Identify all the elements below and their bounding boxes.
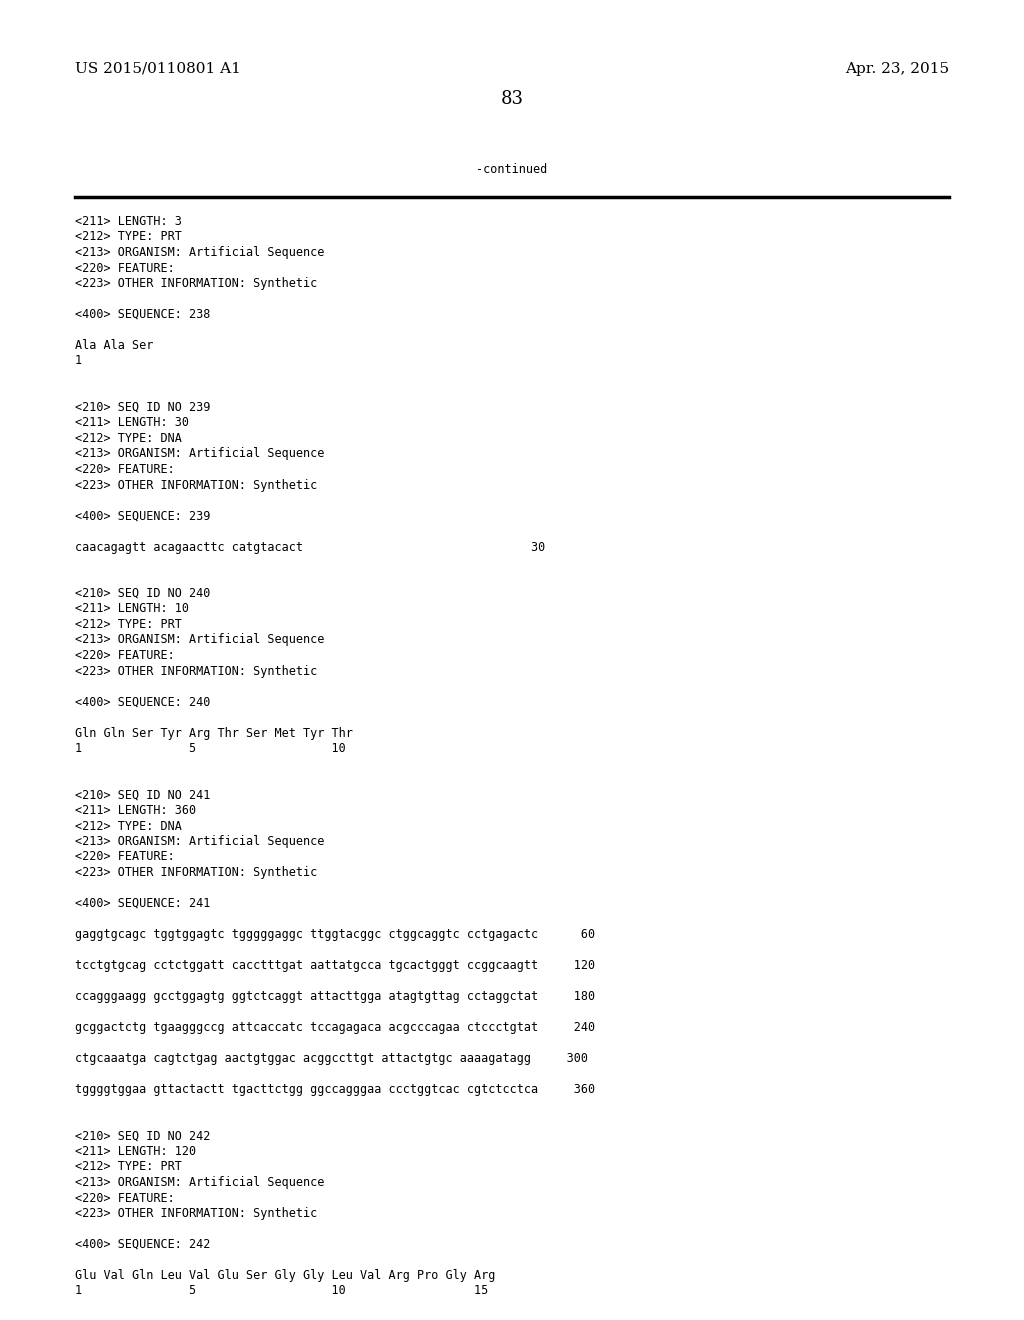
Text: <210> SEQ ID NO 242: <210> SEQ ID NO 242 bbox=[75, 1130, 210, 1143]
Text: tggggtggaa gttactactt tgacttctgg ggccagggaa ccctggtcac cgtctcctca     360: tggggtggaa gttactactt tgacttctgg ggccagg… bbox=[75, 1082, 595, 1096]
Text: <220> FEATURE:: <220> FEATURE: bbox=[75, 463, 175, 477]
Text: Ala Ala Ser: Ala Ala Ser bbox=[75, 339, 154, 352]
Text: <400> SEQUENCE: 239: <400> SEQUENCE: 239 bbox=[75, 510, 210, 523]
Text: <223> OTHER INFORMATION: Synthetic: <223> OTHER INFORMATION: Synthetic bbox=[75, 866, 317, 879]
Text: <212> TYPE: PRT: <212> TYPE: PRT bbox=[75, 1160, 182, 1173]
Text: -continued: -continued bbox=[476, 162, 548, 176]
Text: <223> OTHER INFORMATION: Synthetic: <223> OTHER INFORMATION: Synthetic bbox=[75, 277, 317, 290]
Text: <211> LENGTH: 30: <211> LENGTH: 30 bbox=[75, 417, 189, 429]
Text: gaggtgcagc tggtggagtc tgggggaggc ttggtacggc ctggcaggtc cctgagactc      60: gaggtgcagc tggtggagtc tgggggaggc ttggtac… bbox=[75, 928, 595, 941]
Text: <400> SEQUENCE: 240: <400> SEQUENCE: 240 bbox=[75, 696, 210, 709]
Text: <210> SEQ ID NO 241: <210> SEQ ID NO 241 bbox=[75, 788, 210, 801]
Text: <400> SEQUENCE: 241: <400> SEQUENCE: 241 bbox=[75, 898, 210, 909]
Text: <223> OTHER INFORMATION: Synthetic: <223> OTHER INFORMATION: Synthetic bbox=[75, 1206, 317, 1220]
Text: ccagggaagg gcctggagtg ggtctcaggt attacttgga atagtgttag cctaggctat     180: ccagggaagg gcctggagtg ggtctcaggt attactt… bbox=[75, 990, 595, 1003]
Text: <223> OTHER INFORMATION: Synthetic: <223> OTHER INFORMATION: Synthetic bbox=[75, 479, 317, 491]
Text: <213> ORGANISM: Artificial Sequence: <213> ORGANISM: Artificial Sequence bbox=[75, 246, 325, 259]
Text: <213> ORGANISM: Artificial Sequence: <213> ORGANISM: Artificial Sequence bbox=[75, 447, 325, 461]
Text: <210> SEQ ID NO 240: <210> SEQ ID NO 240 bbox=[75, 587, 210, 601]
Text: Apr. 23, 2015: Apr. 23, 2015 bbox=[845, 62, 949, 77]
Text: <212> TYPE: DNA: <212> TYPE: DNA bbox=[75, 820, 182, 833]
Text: gcggactctg tgaagggccg attcaccatc tccagagaca acgcccagaa ctccctgtat     240: gcggactctg tgaagggccg attcaccatc tccagag… bbox=[75, 1020, 595, 1034]
Text: 1               5                   10: 1 5 10 bbox=[75, 742, 346, 755]
Text: 1: 1 bbox=[75, 355, 82, 367]
Text: <210> SEQ ID NO 239: <210> SEQ ID NO 239 bbox=[75, 401, 210, 414]
Text: <213> ORGANISM: Artificial Sequence: <213> ORGANISM: Artificial Sequence bbox=[75, 634, 325, 647]
Text: <211> LENGTH: 120: <211> LENGTH: 120 bbox=[75, 1144, 197, 1158]
Text: caacagagtt acagaacttc catgtacact                                30: caacagagtt acagaacttc catgtacact 30 bbox=[75, 540, 545, 553]
Text: <213> ORGANISM: Artificial Sequence: <213> ORGANISM: Artificial Sequence bbox=[75, 1176, 325, 1189]
Text: ctgcaaatga cagtctgag aactgtggac acggccttgt attactgtgc aaaagatagg     300: ctgcaaatga cagtctgag aactgtggac acggcctt… bbox=[75, 1052, 588, 1065]
Text: 83: 83 bbox=[501, 90, 523, 108]
Text: 1               5                   10                  15: 1 5 10 15 bbox=[75, 1284, 488, 1298]
Text: <211> LENGTH: 3: <211> LENGTH: 3 bbox=[75, 215, 182, 228]
Text: <400> SEQUENCE: 242: <400> SEQUENCE: 242 bbox=[75, 1238, 210, 1251]
Text: <220> FEATURE:: <220> FEATURE: bbox=[75, 850, 175, 863]
Text: <211> LENGTH: 10: <211> LENGTH: 10 bbox=[75, 602, 189, 615]
Text: <212> TYPE: PRT: <212> TYPE: PRT bbox=[75, 618, 182, 631]
Text: <220> FEATURE:: <220> FEATURE: bbox=[75, 649, 175, 663]
Text: <223> OTHER INFORMATION: Synthetic: <223> OTHER INFORMATION: Synthetic bbox=[75, 664, 317, 677]
Text: <213> ORGANISM: Artificial Sequence: <213> ORGANISM: Artificial Sequence bbox=[75, 836, 325, 847]
Text: <400> SEQUENCE: 238: <400> SEQUENCE: 238 bbox=[75, 308, 210, 321]
Text: US 2015/0110801 A1: US 2015/0110801 A1 bbox=[75, 62, 241, 77]
Text: <220> FEATURE:: <220> FEATURE: bbox=[75, 1192, 175, 1204]
Text: Gln Gln Ser Tyr Arg Thr Ser Met Tyr Thr: Gln Gln Ser Tyr Arg Thr Ser Met Tyr Thr bbox=[75, 726, 353, 739]
Text: <211> LENGTH: 360: <211> LENGTH: 360 bbox=[75, 804, 197, 817]
Text: <220> FEATURE:: <220> FEATURE: bbox=[75, 261, 175, 275]
Text: Glu Val Gln Leu Val Glu Ser Gly Gly Leu Val Arg Pro Gly Arg: Glu Val Gln Leu Val Glu Ser Gly Gly Leu … bbox=[75, 1269, 496, 1282]
Text: <212> TYPE: PRT: <212> TYPE: PRT bbox=[75, 231, 182, 243]
Text: <212> TYPE: DNA: <212> TYPE: DNA bbox=[75, 432, 182, 445]
Text: tcctgtgcag cctctggatt cacctttgat aattatgcca tgcactgggt ccggcaagtt     120: tcctgtgcag cctctggatt cacctttgat aattatg… bbox=[75, 960, 595, 972]
